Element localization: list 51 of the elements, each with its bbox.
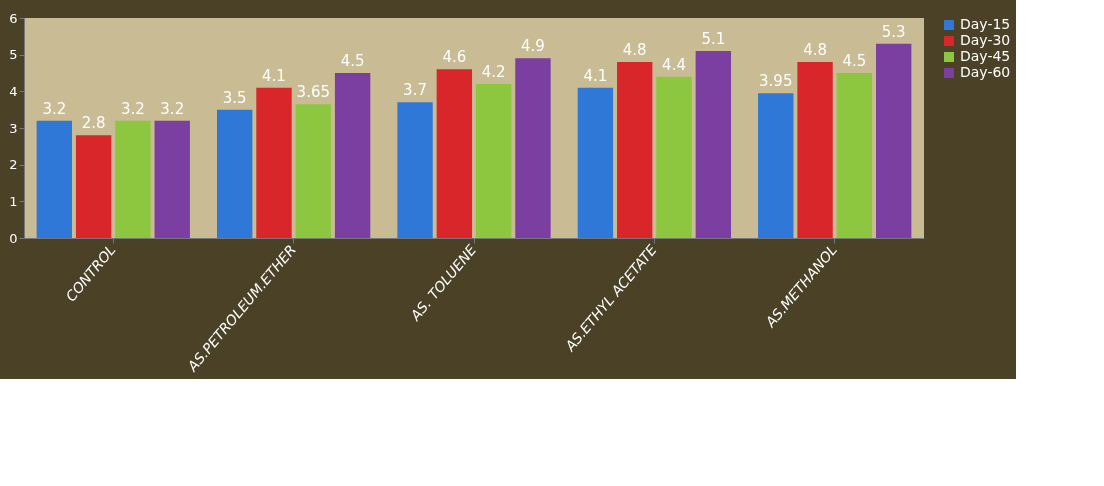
bar bbox=[617, 62, 653, 238]
data-label: 4.8 bbox=[803, 41, 827, 59]
legend-label: Day-45 bbox=[960, 48, 1011, 64]
y-tick-label: 0 bbox=[9, 230, 18, 246]
legend-label: Day-30 bbox=[960, 32, 1011, 48]
data-label: 4.8 bbox=[622, 41, 647, 59]
y-tick-label: 1 bbox=[9, 193, 18, 209]
data-label: 4.1 bbox=[583, 66, 608, 85]
legend-label: Day-60 bbox=[960, 64, 1011, 80]
data-label: 4.6 bbox=[442, 48, 467, 67]
bar bbox=[475, 84, 512, 238]
bar bbox=[695, 51, 732, 238]
data-label: 3.65 bbox=[296, 83, 330, 102]
bar bbox=[397, 102, 433, 238]
data-label: 4.2 bbox=[481, 63, 506, 81]
bar bbox=[75, 135, 112, 238]
y-tick-label: 2 bbox=[9, 157, 18, 173]
data-label: 3.7 bbox=[403, 81, 427, 100]
y-tick-label: 5 bbox=[9, 47, 18, 63]
bar bbox=[295, 104, 331, 238]
bar bbox=[115, 120, 151, 238]
bar bbox=[836, 73, 873, 238]
bar bbox=[36, 120, 72, 238]
data-label: 5.1 bbox=[701, 30, 726, 48]
bar bbox=[797, 62, 833, 238]
data-label: 5.3 bbox=[881, 22, 906, 41]
data-label: 2.8 bbox=[81, 114, 106, 133]
bar bbox=[758, 93, 794, 238]
bar bbox=[876, 43, 912, 238]
data-label: 4.9 bbox=[521, 37, 545, 56]
bar bbox=[436, 69, 473, 238]
bar bbox=[256, 87, 292, 238]
bar bbox=[334, 73, 371, 238]
data-label: 4.1 bbox=[262, 66, 286, 85]
data-label: 4.4 bbox=[662, 55, 686, 74]
data-label: 3.2 bbox=[121, 99, 145, 118]
bar bbox=[216, 109, 253, 238]
y-tick-label: 6 bbox=[9, 10, 18, 26]
bar bbox=[656, 76, 692, 238]
data-label: 3.95 bbox=[759, 72, 793, 91]
y-tick-label: 4 bbox=[9, 83, 18, 99]
data-label: 3.5 bbox=[222, 88, 247, 107]
legend-label: Day-15 bbox=[960, 16, 1011, 32]
data-label: 3.2 bbox=[42, 99, 67, 118]
bar bbox=[154, 120, 190, 238]
data-label: 3.2 bbox=[160, 99, 185, 118]
data-label: 4.5 bbox=[842, 52, 867, 70]
y-tick-label: 3 bbox=[9, 120, 18, 136]
bar bbox=[577, 87, 614, 238]
bar bbox=[515, 58, 551, 238]
data-label: 4.5 bbox=[340, 52, 365, 70]
